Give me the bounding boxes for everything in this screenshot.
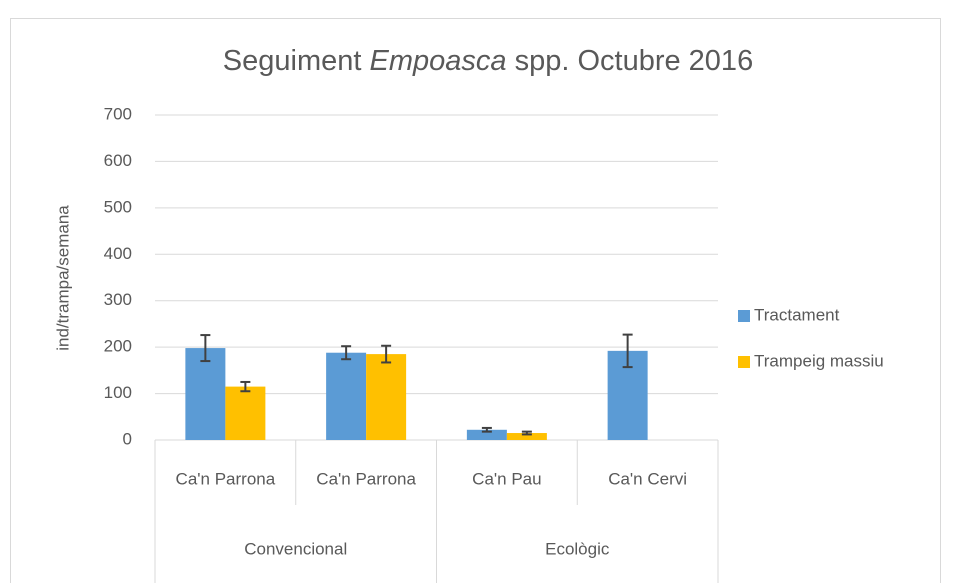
bar: [366, 354, 407, 440]
y-tick-label: 300: [104, 290, 132, 309]
error-bar: [341, 345, 352, 361]
error-bar: [200, 334, 211, 363]
y-axis-label: ind/trampa/semana: [53, 205, 72, 351]
y-tick-label: 600: [104, 151, 132, 170]
bar: [466, 429, 507, 440]
title-part: spp. Octubre 2016: [515, 45, 754, 77]
bar: [225, 386, 266, 440]
group-label: Ecològic: [545, 539, 610, 558]
x-tick-label: Ca'n Parrona: [176, 469, 276, 488]
y-tick-label: 500: [104, 197, 132, 216]
error-bar: [481, 426, 492, 433]
y-tick-label: 0: [123, 429, 132, 448]
y-tick-label: 700: [104, 104, 132, 123]
legend-label: Trampeig massiu: [754, 351, 884, 370]
error-bar: [240, 380, 251, 393]
legend-swatch: [738, 356, 750, 368]
x-tick-label: Ca'n Pau: [472, 469, 541, 488]
error-bar: [521, 430, 532, 436]
error-bar: [381, 344, 392, 364]
legend-swatch: [738, 310, 750, 322]
bar: [185, 348, 226, 440]
y-tick-label: 400: [104, 244, 132, 263]
x-tick-label: Ca'n Parrona: [316, 469, 416, 488]
title-part: Empoasca: [370, 45, 507, 77]
chart-title: Seguiment Empoasca spp. Octubre 2016: [223, 45, 753, 77]
y-tick-label: 200: [104, 337, 132, 356]
bar: [506, 433, 547, 440]
error-bar: [622, 333, 633, 369]
title-part: Seguiment: [223, 45, 362, 77]
group-label: Convencional: [244, 539, 347, 558]
x-tick-label: Ca'n Cervi: [608, 469, 687, 488]
legend-label: Tractament: [754, 305, 840, 324]
bar: [326, 352, 367, 440]
y-tick-label: 100: [104, 383, 132, 402]
